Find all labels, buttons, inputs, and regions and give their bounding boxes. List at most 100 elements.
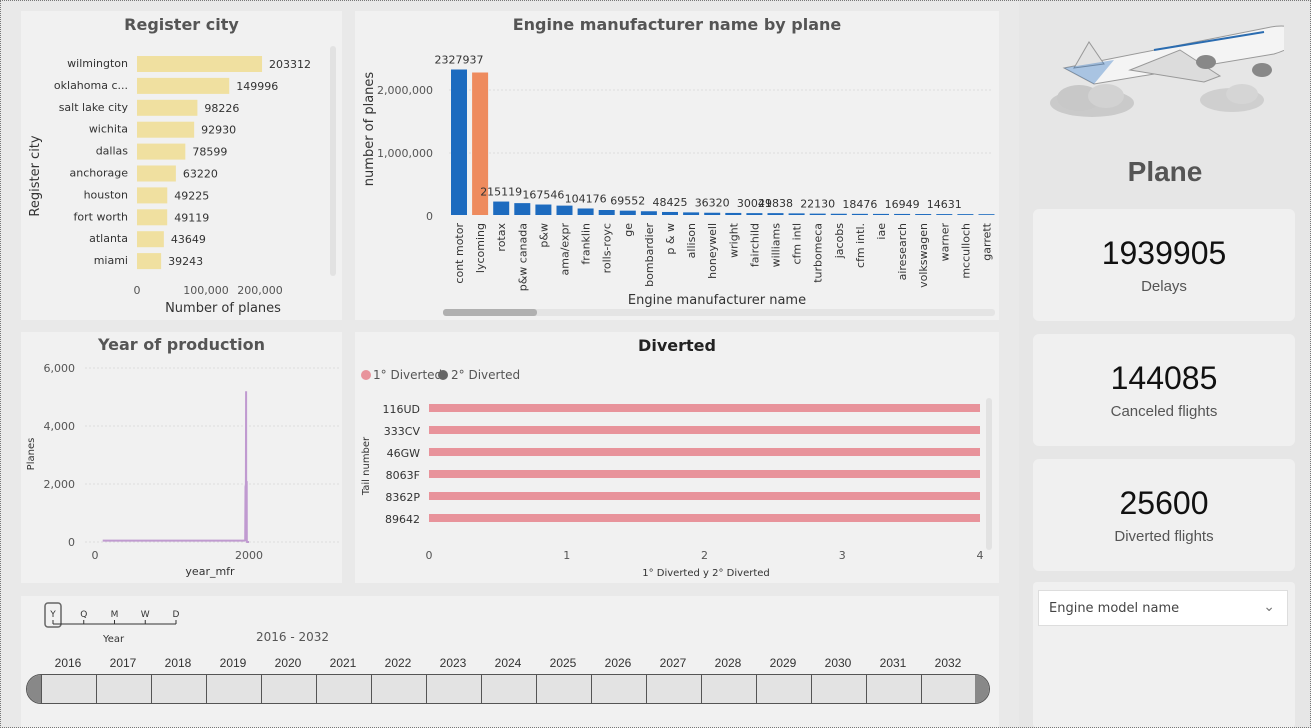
timeline-segment[interactable]	[261, 675, 316, 703]
timeline-segment[interactable]	[866, 675, 921, 703]
timeline-year[interactable]: 2020	[274, 656, 302, 670]
timeline-year[interactable]: 2025	[549, 656, 577, 670]
timeline-segment[interactable]	[426, 675, 481, 703]
timeline-year[interactable]: 2021	[329, 656, 357, 670]
engine-bar[interactable]	[936, 214, 953, 215]
timeline-segment[interactable]	[206, 675, 261, 703]
engine-bar[interactable]	[851, 213, 868, 215]
engine-bar[interactable]	[873, 213, 889, 215]
timeline-year[interactable]: 2032	[934, 656, 962, 670]
engine-bar[interactable]	[809, 213, 826, 215]
register-city-bar[interactable]	[137, 56, 263, 72]
register-city-bar[interactable]	[137, 209, 168, 226]
timeline-segment[interactable]	[701, 675, 756, 703]
granularity-selector[interactable]: Y Q M W D Year	[41, 600, 241, 648]
register-city-value: 78599	[192, 146, 227, 159]
engine-bar[interactable]	[894, 213, 911, 215]
legend-label-1: 1° Diverted	[373, 368, 442, 382]
engine-bar[interactable]	[451, 69, 467, 215]
timeline-slider[interactable]	[26, 674, 990, 704]
timeline-segment[interactable]	[371, 675, 426, 703]
granularity-option[interactable]: M	[111, 610, 119, 620]
diverted-scrollbar[interactable]	[986, 398, 992, 550]
timeline-segment[interactable]	[591, 675, 646, 703]
diverted-bar[interactable]	[429, 404, 980, 412]
timeline-segment[interactable]	[481, 675, 536, 703]
timeline-segment[interactable]	[96, 675, 151, 703]
engine-bar[interactable]	[830, 213, 847, 215]
diverted-title: Diverted	[638, 336, 716, 355]
engine-model-dropdown[interactable]: Engine model name ⌄	[1038, 590, 1288, 626]
engine-bar[interactable]	[767, 213, 784, 215]
engine-scrollbar-thumb[interactable]	[443, 309, 537, 316]
register-city-bar[interactable]	[137, 165, 176, 182]
timeline-segment[interactable]	[921, 675, 976, 703]
engine-bar[interactable]	[514, 203, 531, 215]
diverted-bar[interactable]	[429, 426, 980, 434]
granularity-option[interactable]: Y	[49, 610, 56, 620]
timeline-year[interactable]: 2027	[659, 656, 687, 670]
timeline-year[interactable]: 2017	[109, 656, 137, 670]
timeline-segment[interactable]	[646, 675, 701, 703]
engine-category: iae	[875, 223, 888, 240]
slider-start-handle[interactable]	[27, 675, 41, 703]
timeline-year[interactable]: 2016	[54, 656, 82, 670]
timeline-segment[interactable]	[316, 675, 371, 703]
timeline-segment[interactable]	[41, 675, 96, 703]
engine-bar[interactable]	[704, 212, 721, 215]
timeline-year[interactable]: 2031	[879, 656, 907, 670]
engine-bar[interactable]	[725, 212, 742, 215]
engine-bar[interactable]	[493, 201, 510, 215]
granularity-option[interactable]: Q	[80, 610, 87, 620]
timeline-year[interactable]: 2019	[219, 656, 247, 670]
engine-bar[interactable]	[619, 210, 636, 215]
granularity-option[interactable]: D	[173, 610, 180, 620]
kpi-delays-value: 1939905	[1101, 235, 1227, 271]
timeline-year[interactable]: 2029	[769, 656, 797, 670]
engine-bar[interactable]	[598, 210, 615, 215]
engine-bar[interactable]	[472, 72, 489, 216]
timeline-year[interactable]: 2026	[604, 656, 632, 670]
engine-data-label: 167546	[522, 189, 564, 202]
engine-bar[interactable]	[957, 214, 974, 215]
engine-bar[interactable]	[556, 205, 573, 215]
timeline-year[interactable]: 2030	[824, 656, 852, 670]
engine-bar[interactable]	[683, 212, 700, 215]
register-city-bar[interactable]	[137, 121, 195, 138]
register-city-scrollbar[interactable]	[330, 46, 336, 276]
timeline-year[interactable]: 2028	[714, 656, 742, 670]
engine-data-label: 14631	[927, 198, 962, 211]
diverted-bar[interactable]	[429, 492, 980, 500]
timeline-year[interactable]: 2018	[164, 656, 192, 670]
timeline-year[interactable]: 2023	[439, 656, 467, 670]
slider-end-handle[interactable]	[975, 675, 989, 703]
engine-bar[interactable]	[577, 208, 594, 215]
engine-bar[interactable]	[978, 214, 995, 215]
engine-title: Engine manufacturer name by plane	[512, 15, 842, 34]
register-city-bar[interactable]	[137, 187, 168, 204]
timeline-year[interactable]: 2024	[494, 656, 522, 670]
register-city-bar[interactable]	[137, 253, 162, 270]
diverted-bar[interactable]	[429, 514, 980, 522]
engine-bar[interactable]	[746, 213, 763, 215]
timeline-segment[interactable]	[811, 675, 866, 703]
register-city-bar[interactable]	[137, 99, 198, 116]
engine-bar[interactable]	[788, 213, 805, 215]
timeline-segment[interactable]	[536, 675, 591, 703]
granularity-option[interactable]: W	[141, 610, 150, 620]
granularity-selected[interactable]	[44, 602, 62, 628]
diverted-bar[interactable]	[429, 448, 980, 456]
register-city-bar[interactable]	[137, 77, 230, 94]
engine-bar[interactable]	[662, 211, 678, 215]
timeline-segment[interactable]	[151, 675, 206, 703]
engine-bar[interactable]	[640, 211, 657, 215]
timeline-year[interactable]: 2022	[384, 656, 412, 670]
register-city-bar[interactable]	[137, 231, 164, 248]
timeline-segment[interactable]	[756, 675, 811, 703]
engine-scrollbar-track[interactable]	[443, 309, 995, 316]
diverted-bar[interactable]	[429, 470, 980, 478]
engine-bar[interactable]	[535, 204, 552, 215]
register-city-bar[interactable]	[137, 143, 186, 160]
year-production-ylabel: Planes	[26, 438, 37, 471]
engine-bar[interactable]	[915, 214, 932, 215]
